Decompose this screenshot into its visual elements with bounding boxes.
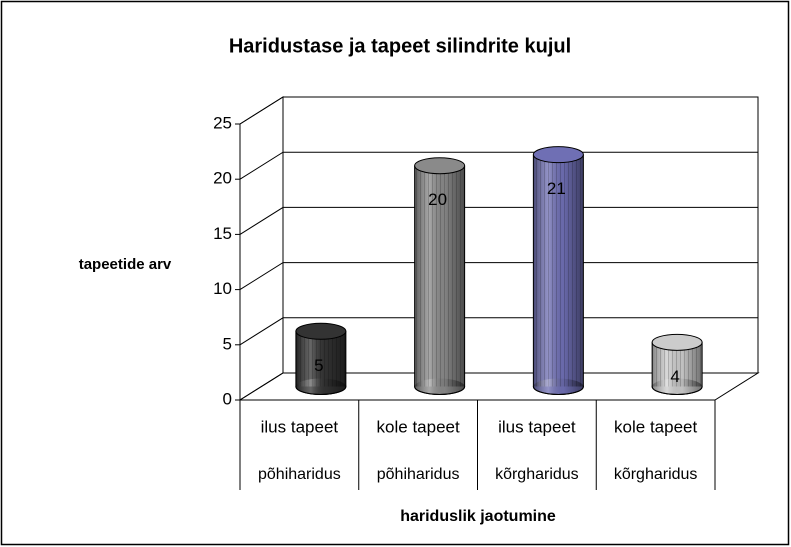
grid-line	[239, 372, 758, 401]
cylinder-top	[295, 322, 347, 340]
cylinder-top	[532, 146, 584, 164]
x-group-label: põhiharidus	[377, 466, 460, 483]
x-group-label: kõrgharidus	[614, 466, 698, 483]
data-label: 20	[428, 190, 447, 209]
y-axis-label: tapeetide arv	[79, 256, 172, 273]
cylinder-base-front	[533, 378, 584, 395]
grid-line	[239, 317, 758, 346]
cylinder-base-front	[414, 378, 465, 395]
cylinder-base-front	[295, 378, 346, 395]
x-tick-label: ilus tapeet	[261, 417, 339, 436]
back-wall	[282, 96, 759, 374]
x-group-label: põhiharidus	[258, 466, 341, 483]
grid-line	[239, 96, 758, 125]
cylinder-stripes	[295, 331, 346, 387]
cylinder-stripes	[414, 165, 465, 387]
x-tick-label: ilus tapeet	[498, 417, 576, 436]
x-group-label: kõrgharidus	[495, 466, 579, 483]
y-tick-label: 20	[213, 169, 232, 188]
x-axis-label: hariduslik jaotumine	[400, 508, 556, 525]
cylinder-top	[414, 157, 466, 175]
x-tick-label: kole tapeet	[614, 417, 697, 436]
x-tick-label: kole tapeet	[377, 417, 460, 436]
side-wall	[239, 96, 284, 401]
grid-line	[239, 206, 758, 235]
cylinder-base-front	[652, 378, 703, 395]
data-label: 21	[547, 179, 566, 198]
data-label: 5	[314, 356, 323, 375]
cylinder-outline	[414, 165, 466, 395]
y-tick-label: 15	[213, 224, 232, 243]
cylinder-outline	[651, 342, 703, 395]
chart-title: Haridustase ja tapeet silindrite kujul	[229, 35, 571, 57]
y-tick-label: 25	[213, 113, 232, 132]
cylinder-stripes	[533, 154, 584, 387]
cylinder-outline	[295, 331, 347, 395]
cylinder-top	[651, 333, 703, 351]
grid-line	[239, 151, 758, 180]
cylinder-outline	[532, 154, 584, 395]
y-tick-label: 10	[213, 279, 232, 298]
grid-line	[239, 262, 758, 291]
y-tick-label: 0	[223, 389, 232, 408]
data-label: 4	[670, 367, 679, 386]
y-tick-label: 5	[223, 334, 232, 353]
plot-area: 0 5 10 15 20 25 ilus tapeet põhiharidus 5 kole ta…	[213, 96, 760, 490]
